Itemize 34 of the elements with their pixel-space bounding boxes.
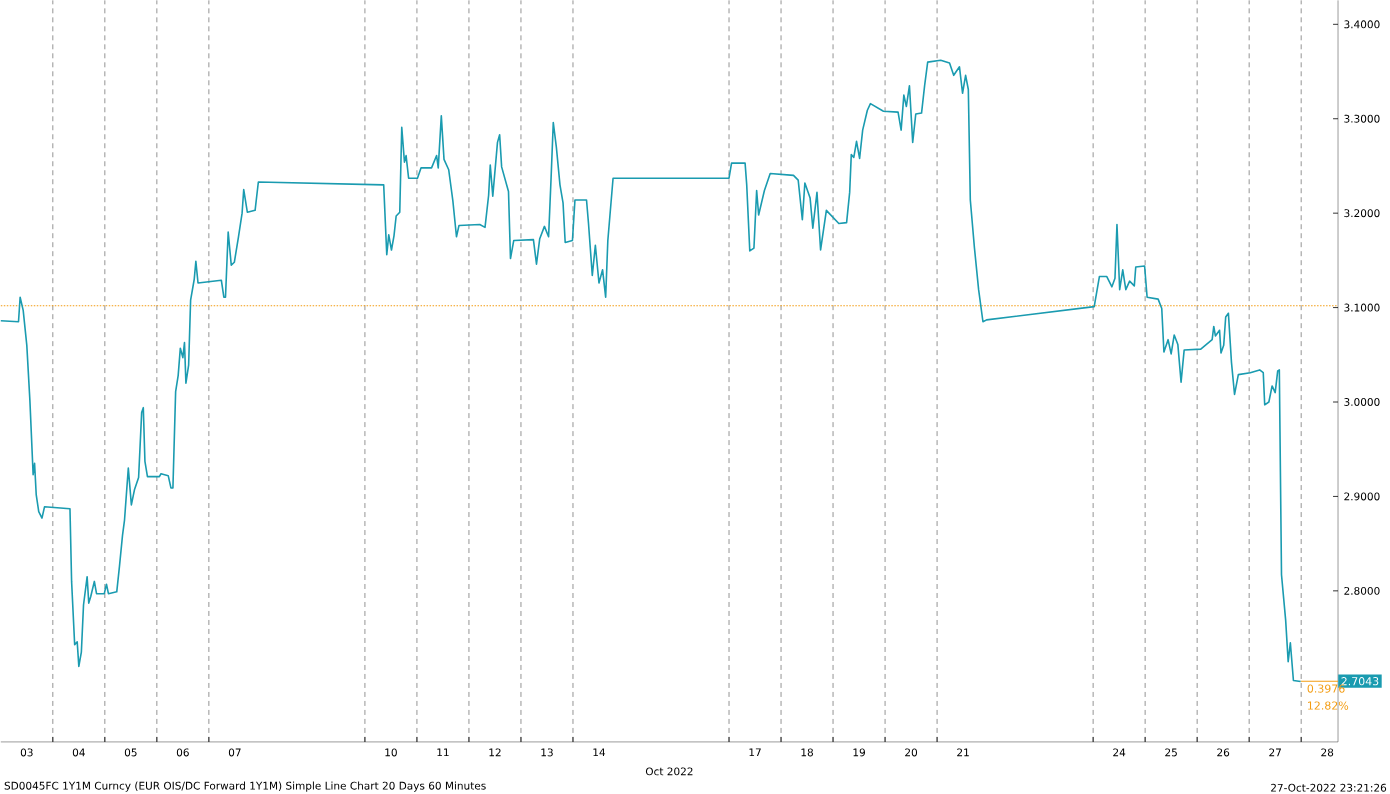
y-tick-label: 3.0000 — [1344, 398, 1380, 407]
annotation: 0.3976 — [1307, 684, 1345, 693]
x-tick-label: 20 — [905, 748, 918, 757]
x-tick-label: 11 — [437, 748, 449, 757]
text: SD0045FC 1Y1M Curncy (EUR OIS/DC Forward 1Y1M) Simple Line Chart 20 Days 60 Minutes — [4, 781, 486, 792]
x-tick-label: 21 — [957, 748, 969, 757]
x-tick-label: 18 — [801, 748, 813, 757]
ref-line-label: 2.7043 — [1341, 677, 1379, 686]
x-tick-label: 28 — [1321, 748, 1334, 757]
x-tick-label: 14 — [593, 748, 606, 757]
x-tick-label: 06 — [176, 748, 189, 757]
y-tick-label: 3.3000 — [1344, 114, 1380, 123]
x-tick-label: 12 — [489, 748, 501, 757]
y-tick-label: 2.9000 — [1344, 492, 1380, 501]
x-tick-label: 04 — [72, 748, 85, 757]
y-tick-label: 3.4000 — [1344, 20, 1380, 29]
x-tick-label: 26 — [1217, 748, 1230, 757]
x-tick-label: 10 — [385, 748, 397, 757]
y-tick-label: 3.1000 — [1344, 303, 1380, 312]
x-axis-title: Oct 2022 — [645, 767, 693, 776]
x-tick-label: 03 — [20, 748, 33, 757]
x-tick-label: 07 — [228, 748, 241, 757]
y-tick-label: 2.8000 — [1344, 586, 1380, 595]
x-tick-label: 27 — [1269, 748, 1281, 757]
x-tick-label: 25 — [1165, 748, 1177, 757]
line-series — [0, 59, 1302, 683]
x-tick-label: 19 — [853, 748, 865, 757]
x-tick-label: 24 — [1113, 748, 1126, 757]
x-tick-label: 13 — [541, 748, 553, 757]
x-tick-label: 05 — [124, 748, 137, 757]
text: 27-Oct-2022 23:21:26 — [1271, 783, 1387, 792]
annotation: 12.82% — [1308, 701, 1349, 710]
y-tick-label: 3.2000 — [1344, 209, 1380, 218]
x-tick-label: 17 — [749, 748, 761, 757]
